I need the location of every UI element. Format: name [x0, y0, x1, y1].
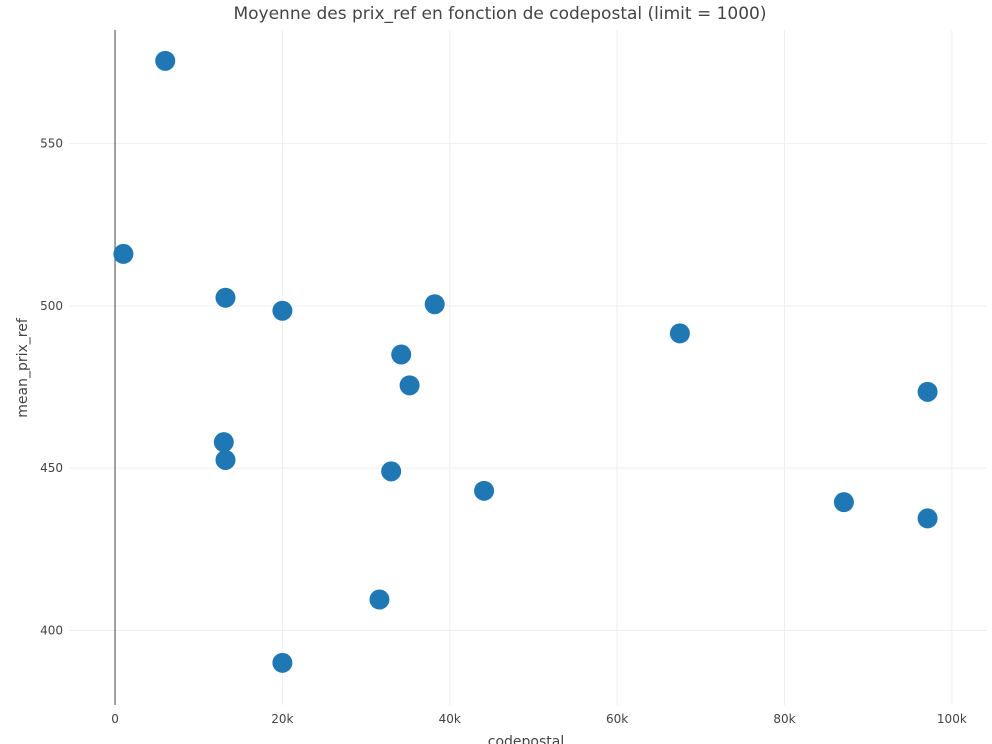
axis-layer: 0 20k 40k 60k 80k 100k 400 450 500 550 — [40, 30, 967, 726]
scatter-point[interactable] — [474, 480, 495, 501]
scatter-point[interactable] — [155, 50, 176, 71]
y-tick-label: 500 — [40, 299, 63, 313]
x-tick-label: 80k — [773, 712, 795, 726]
scatter-point[interactable] — [917, 508, 938, 529]
scatter-point[interactable] — [917, 381, 938, 402]
x-axis-title: codepostal — [488, 734, 564, 744]
y-axis-title: mean_prix_ref — [15, 317, 31, 418]
scatter-point[interactable] — [669, 323, 690, 344]
grid-layer — [69, 30, 987, 705]
scatter-point[interactable] — [272, 300, 293, 321]
x-tick-label: 20k — [271, 712, 293, 726]
points-layer — [113, 50, 938, 673]
x-tick-label: 0 — [111, 712, 119, 726]
scatter-point[interactable] — [424, 294, 445, 315]
x-tick-label: 100k — [937, 712, 967, 726]
scatter-point[interactable] — [215, 287, 236, 308]
chart-title: Moyenne des prix_ref en fonction de code… — [233, 4, 766, 24]
scatter-point[interactable] — [272, 652, 293, 673]
scatter-point[interactable] — [399, 375, 420, 396]
y-tick-label: 450 — [40, 461, 63, 475]
x-tick-label: 60k — [606, 712, 628, 726]
scatter-point[interactable] — [391, 344, 412, 365]
scatter-point[interactable] — [215, 449, 236, 470]
scatter-point[interactable] — [369, 589, 390, 610]
scatter-point[interactable] — [113, 243, 134, 264]
scatter-point[interactable] — [213, 432, 234, 453]
scatter-point[interactable] — [833, 492, 854, 513]
scatter-point[interactable] — [381, 461, 402, 482]
x-tick-label: 40k — [439, 712, 461, 726]
y-tick-label: 400 — [40, 623, 63, 637]
y-tick-label: 550 — [40, 137, 63, 151]
